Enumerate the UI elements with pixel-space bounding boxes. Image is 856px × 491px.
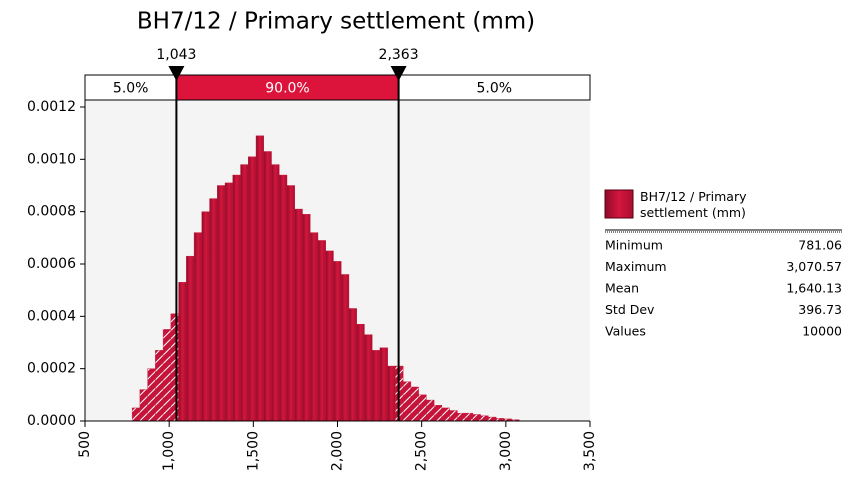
bar bbox=[341, 274, 350, 422]
stat-value: 396.73 bbox=[798, 302, 842, 317]
bar bbox=[201, 211, 210, 422]
bar bbox=[131, 407, 141, 422]
bar bbox=[302, 214, 311, 422]
stat-value: 781.06 bbox=[798, 238, 842, 253]
x-tick-label: 1,500 bbox=[245, 431, 261, 471]
bar bbox=[488, 416, 497, 422]
stat-value: 1,640.13 bbox=[786, 281, 842, 296]
y-tick-label: 0.0002 bbox=[27, 361, 76, 377]
bar bbox=[457, 412, 466, 422]
bar bbox=[271, 164, 280, 422]
bar bbox=[325, 250, 334, 422]
bar bbox=[286, 185, 295, 422]
band bbox=[84, 74, 177, 101]
bar bbox=[279, 174, 288, 422]
bar bbox=[364, 334, 373, 422]
band bbox=[398, 74, 591, 101]
y-tick-label: 0.0010 bbox=[27, 151, 76, 167]
band-label: 5.0% bbox=[113, 81, 149, 97]
bar bbox=[248, 156, 257, 422]
bar bbox=[294, 208, 303, 422]
y-tick-label: 0.0006 bbox=[27, 256, 76, 272]
x-tick-label: 1,000 bbox=[161, 431, 177, 471]
bar bbox=[333, 261, 342, 422]
bar bbox=[348, 308, 357, 422]
bar bbox=[162, 329, 172, 422]
bar bbox=[217, 185, 226, 422]
bar bbox=[433, 405, 443, 422]
x-tick-label: 3,000 bbox=[498, 431, 514, 471]
legend-label: BH7/12 / Primary settlement (mm) bbox=[640, 189, 747, 220]
bar bbox=[387, 365, 396, 422]
stat-label: Maximum bbox=[605, 259, 667, 274]
bar bbox=[371, 350, 381, 422]
bar bbox=[310, 232, 319, 422]
stat-value: 10000 bbox=[802, 324, 842, 339]
bar bbox=[402, 381, 412, 422]
bar bbox=[441, 407, 450, 422]
band-label: 90.0% bbox=[265, 81, 309, 97]
bar bbox=[209, 198, 218, 422]
x-tick-label: 2,500 bbox=[414, 431, 430, 471]
bar bbox=[186, 255, 195, 422]
legend-swatch bbox=[604, 189, 634, 219]
bar bbox=[356, 323, 365, 422]
bar bbox=[263, 151, 272, 422]
bar bbox=[480, 415, 489, 422]
stat-label: Minimum bbox=[605, 238, 663, 253]
bar bbox=[426, 399, 435, 422]
stat-label: Mean bbox=[605, 281, 639, 296]
stat-label: Values bbox=[605, 324, 646, 339]
y-tick-label: 0.0000 bbox=[27, 413, 76, 429]
bar bbox=[449, 410, 458, 422]
bar bbox=[379, 347, 388, 422]
y-tick-label: 0.0012 bbox=[27, 99, 76, 115]
stat-value: 3,070.57 bbox=[786, 259, 842, 274]
x-tick-label: 500 bbox=[77, 431, 93, 458]
bar bbox=[147, 368, 156, 422]
bar bbox=[139, 389, 148, 422]
bar bbox=[472, 414, 481, 422]
bar bbox=[232, 174, 241, 422]
bar bbox=[317, 240, 326, 422]
marker-triangle bbox=[168, 66, 185, 81]
bar bbox=[410, 386, 419, 422]
bar bbox=[155, 350, 164, 422]
x-tick-label: 2,000 bbox=[330, 431, 346, 471]
bar bbox=[418, 394, 427, 422]
bar bbox=[193, 232, 203, 422]
bar bbox=[255, 135, 264, 422]
marker-label: 2,363 bbox=[379, 47, 419, 63]
bar bbox=[224, 182, 233, 422]
bar bbox=[170, 313, 179, 422]
band-label: 5.0% bbox=[477, 81, 513, 97]
marker-label: 1,043 bbox=[156, 47, 196, 63]
stat-label: Std Dev bbox=[605, 302, 655, 317]
marker-triangle bbox=[390, 66, 407, 81]
bar bbox=[178, 282, 187, 422]
x-tick-label: 3,500 bbox=[582, 431, 598, 471]
bar bbox=[464, 412, 474, 422]
bar bbox=[240, 164, 249, 422]
y-tick-label: 0.0008 bbox=[27, 204, 76, 220]
y-tick-label: 0.0004 bbox=[27, 308, 76, 324]
chart-title: BH7/12 / Primary settlement (mm) bbox=[137, 9, 535, 35]
